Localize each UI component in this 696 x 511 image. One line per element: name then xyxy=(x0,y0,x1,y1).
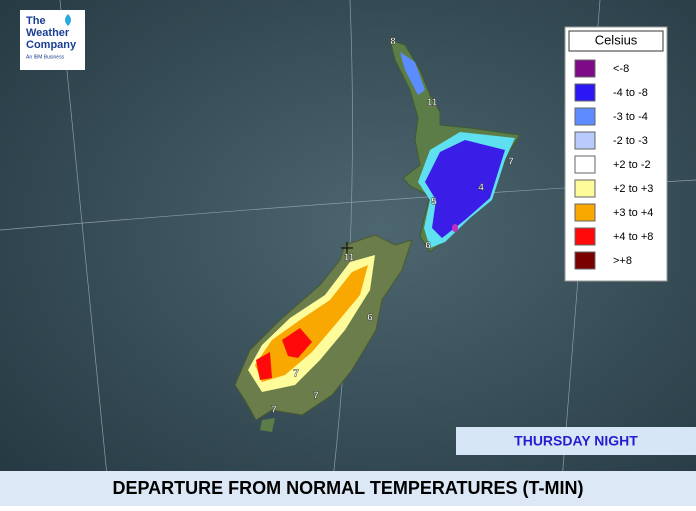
legend-label: >+8 xyxy=(613,255,632,267)
legend-label: +2 to -2 xyxy=(613,159,651,171)
legend-swatch xyxy=(574,107,596,126)
logo-text: Company xyxy=(26,39,77,51)
logo-text: Weather xyxy=(26,27,70,39)
map-label: 7 xyxy=(293,369,299,380)
logo-drop xyxy=(65,14,71,26)
map-label: 4 xyxy=(478,183,484,194)
map-label: 5 xyxy=(431,197,437,208)
legend-swatch xyxy=(574,59,596,78)
logo-tagline: An IBM Business xyxy=(26,54,65,60)
legend-swatch xyxy=(574,179,596,198)
title-bar xyxy=(0,471,696,506)
legend-label: -2 to -3 xyxy=(613,135,648,147)
map-title: DEPARTURE FROM NORMAL TEMPERATURES (T-MI… xyxy=(113,478,584,498)
crosshair xyxy=(341,242,353,254)
legend-swatch xyxy=(574,227,596,246)
map-label: 7 xyxy=(271,405,277,416)
south-island xyxy=(234,234,413,432)
map-label: 11 xyxy=(427,98,438,109)
legend-label: <-8 xyxy=(613,63,629,75)
period-label: THURSDAY NIGHT xyxy=(514,433,638,449)
legend-swatch xyxy=(574,131,596,150)
map-label: 11 xyxy=(344,253,355,264)
legend-title: Celsius xyxy=(595,32,638,47)
map-label: 7 xyxy=(508,157,514,168)
map-label: 8 xyxy=(390,37,396,48)
legend-label: +2 to +3 xyxy=(613,183,653,195)
logo-box xyxy=(20,10,85,70)
legend-label: -3 to -4 xyxy=(613,111,648,123)
legend-title-box xyxy=(568,30,664,52)
map-label: 6 xyxy=(425,241,431,252)
logo-text: The xyxy=(26,15,46,27)
period-box xyxy=(456,427,696,455)
legend-label: +4 to +8 xyxy=(613,231,653,243)
north-island xyxy=(389,39,521,253)
legend-swatch xyxy=(574,251,596,270)
legend-label: +3 to +4 xyxy=(613,207,653,219)
map-label: 7 xyxy=(313,391,319,402)
legend-swatch xyxy=(574,203,596,222)
map-label: 6 xyxy=(367,313,373,324)
legend-swatch xyxy=(574,83,596,102)
legend-swatch xyxy=(574,155,596,174)
legend-label: -4 to -8 xyxy=(613,87,648,99)
